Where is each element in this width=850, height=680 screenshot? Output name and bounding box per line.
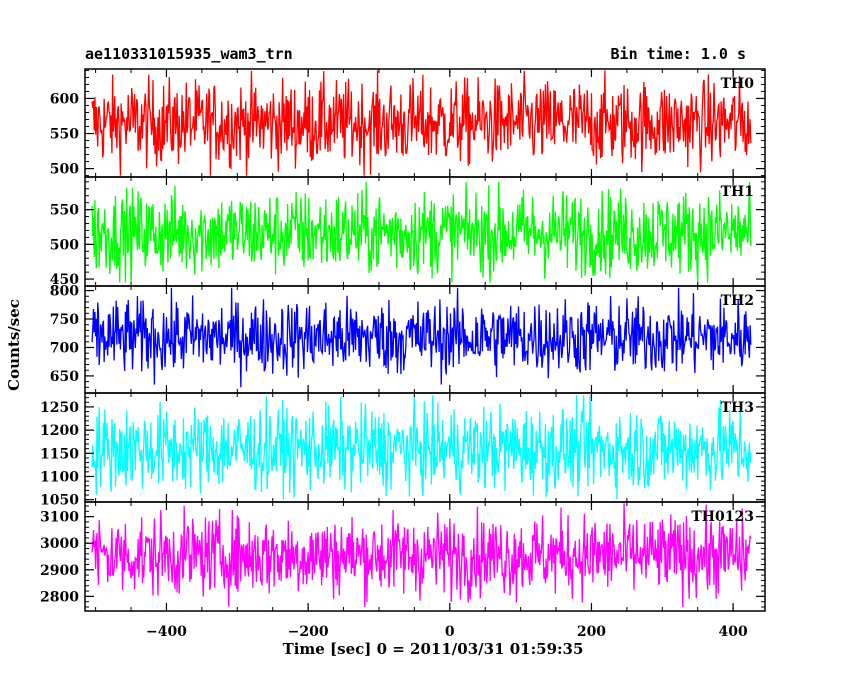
- y-tick-label: 1050: [40, 493, 79, 509]
- series-line-th3: [91, 395, 752, 500]
- panel-label-th0123: TH0123: [691, 509, 754, 525]
- y-tick-label: 3100: [40, 510, 79, 526]
- series-line-th2: [91, 287, 752, 388]
- x-tick-label: 200: [577, 624, 606, 640]
- y-tick-label: 700: [50, 340, 79, 356]
- y-tick-label: 800: [50, 284, 79, 300]
- x-tick-label: 400: [719, 624, 748, 640]
- y-tick-label: 550: [50, 127, 79, 143]
- x-axis-label: Time [sec] 0 = 2011/03/31 01:59:35: [283, 640, 584, 658]
- y-tick-label: 3000: [40, 536, 79, 552]
- bin-time-label: Bin time: 1.0 s: [610, 45, 746, 63]
- y-tick-label: 650: [50, 369, 79, 385]
- y-tick-label: 450: [50, 272, 79, 288]
- panel-label-th0: TH0: [721, 76, 755, 92]
- y-tick-label: 1100: [40, 469, 79, 485]
- y-tick-label: 1150: [40, 446, 79, 462]
- x-tick-label: −200: [288, 624, 329, 640]
- y-tick-label: 550: [50, 203, 79, 219]
- y-tick-label: 2900: [40, 563, 79, 579]
- chart-title: ae110331015935_wam3_trn: [85, 45, 293, 63]
- panel-label-th2: TH2: [721, 293, 754, 309]
- panel-label-th1: TH1: [721, 184, 754, 200]
- y-tick-label: 1250: [40, 400, 79, 416]
- y-tick-label: 1200: [40, 423, 79, 439]
- series-line-th0123: [91, 503, 752, 608]
- panel-label-th3: TH3: [721, 400, 754, 416]
- y-tick-label: 750: [50, 312, 79, 328]
- y-tick-label: 500: [50, 162, 79, 178]
- x-tick-label: 0: [445, 624, 455, 640]
- y-tick-label: 600: [50, 91, 79, 107]
- y-axis-label: Counts/sec: [5, 299, 23, 391]
- y-tick-label: 500: [50, 237, 79, 253]
- series-line-th0: [91, 70, 752, 176]
- x-tick-label: −400: [146, 624, 187, 640]
- series-line-th1: [91, 181, 752, 283]
- y-tick-label: 2800: [40, 589, 79, 605]
- panel-frame-th0123: [84, 501, 766, 612]
